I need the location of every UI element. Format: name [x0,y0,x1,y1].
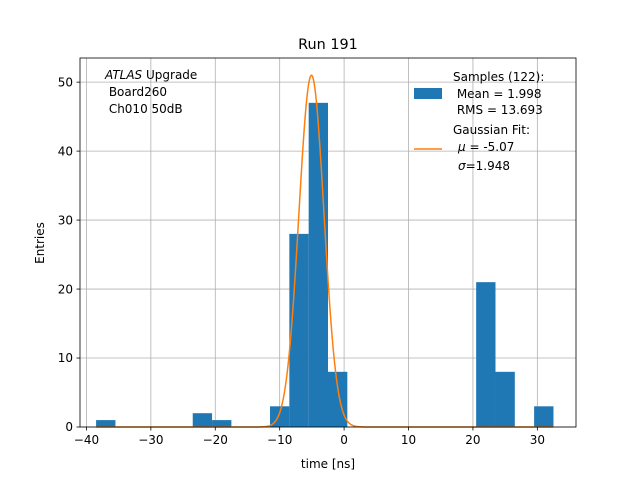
histogram-bar [476,282,496,427]
y-tick-label: 0 [65,420,73,434]
histogram-bar [212,420,232,427]
x-axis-ticks: −40 −30 −20 −10 0 10 20 30 [74,427,545,447]
annotation-channel: Ch010 50dB [105,102,183,116]
histogram-bar [534,406,554,427]
x-tick-label: −20 [203,433,228,447]
annotation-line-1: ATLAS Upgrade [104,68,197,82]
legend-fit-mu: μ = -5.07 [457,140,514,154]
atlas-label: ATLAS [104,68,143,82]
legend: Samples (122): Mean = 1.998 RMS = 13.693… [414,70,544,173]
x-axis-label: time [ns] [301,457,355,471]
x-tick-label: −40 [74,433,99,447]
histogram-bar [192,413,213,427]
y-tick-label: 30 [58,213,73,227]
y-tick-label: 50 [58,75,73,89]
y-tick-label: 20 [58,282,73,296]
x-tick-label: 10 [401,433,416,447]
sigma-symbol: σ [458,159,466,173]
legend-fit-title: Gaussian Fit: [453,123,530,137]
legend-fit-sigma: σ=1.948 [458,159,510,173]
legend-samples-mean: Mean = 1.998 [453,87,542,101]
plot-frame [79,57,577,428]
x-tick-label: 0 [340,433,348,447]
y-tick-label: 10 [58,351,73,365]
upgrade-label: Upgrade [142,68,197,82]
histogram-bar [289,233,309,427]
y-axis-ticks: 0 10 20 30 40 50 [58,75,80,434]
x-tick-label: 20 [465,433,480,447]
legend-samples-rms: RMS = 13.693 [453,103,543,117]
histogram-bar [328,371,348,427]
sigma-value: =1.948 [466,159,510,173]
y-tick-label: 40 [58,144,73,158]
histogram-bar [96,420,116,427]
x-tick-label: 30 [530,433,545,447]
x-tick-label: −10 [267,433,292,447]
annotation-board: Board260 [105,85,167,99]
y-axis-label: Entries [33,222,47,264]
histogram-bar [495,371,515,427]
histogram-bar [308,102,328,427]
run-annotation: ATLAS Upgrade Board260 Ch010 50dB [104,68,197,116]
legend-samples-title: Samples (122): [453,70,544,84]
legend-samples-swatch [414,88,442,99]
mu-symbol: μ [457,140,466,154]
x-tick-label: −30 [138,433,163,447]
mu-value: = -5.07 [466,140,515,154]
chart-title: Run 191 [298,37,358,53]
